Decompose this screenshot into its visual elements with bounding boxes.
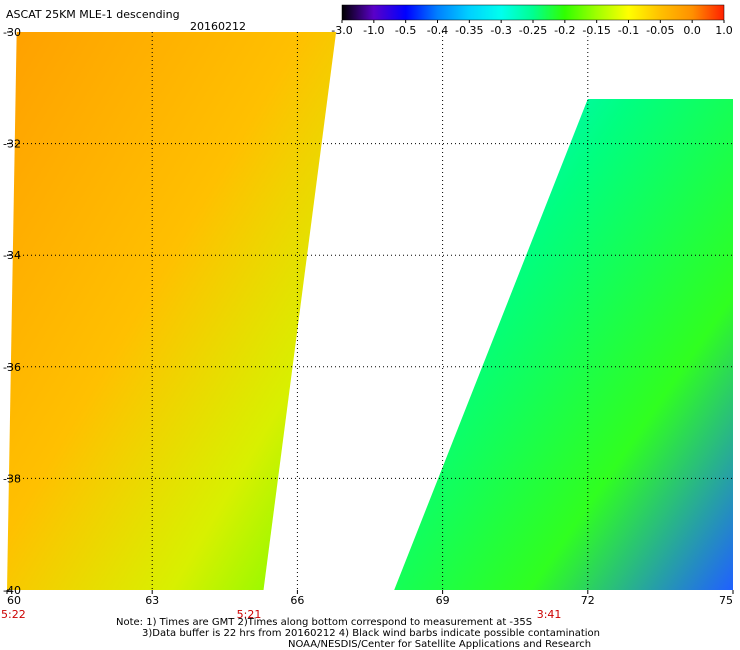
x-tick-label: 60 [7,594,21,607]
colorbar-label: -0.4 [427,24,448,37]
y-tick-label: -38 [3,472,21,485]
colorbar-label: -0.1 [618,24,639,37]
colorbar-label: 1.0 [715,24,733,37]
data-swath [7,32,337,590]
data-swath [394,98,733,591]
x-tick-label: 72 [581,594,595,607]
note-line-1: Note: 1) Times are GMT 2)Times along bot… [116,617,532,628]
x-tick-label: 63 [145,594,159,607]
colorbar-label: -0.05 [646,24,674,37]
y-tick-label: -32 [3,138,21,151]
grid-lines [7,32,733,590]
x-tick-label: 75 [719,594,733,607]
data-swaths [7,32,733,591]
colorbar-label: -0.15 [582,24,610,37]
chart-title: ASCAT 25KM MLE-1 descending [6,8,180,21]
y-tick-label: -30 [3,26,21,39]
time-label: 3:41 [537,608,562,621]
colorbar-label: -1.0 [363,24,384,37]
colorbar-label: -3.0 [331,24,352,37]
colorbar-label: -0.35 [455,24,483,37]
x-tick-label: 66 [290,594,304,607]
colorbar-label: -0.3 [490,24,511,37]
y-tick-label: -40 [3,584,21,597]
colorbar-label: -0.25 [519,24,547,37]
y-tick-label: -34 [3,249,21,262]
time-label: 5:22 [1,608,26,621]
time-label: 5:21 [237,608,262,621]
y-tick-label: -36 [3,361,21,374]
colorbar-strip [341,4,725,21]
colorbar-label: -0.2 [554,24,575,37]
x-tick-label: 69 [436,594,450,607]
note-line-3: NOAA/NESDIS/Center for Satellite Applica… [288,639,591,650]
axis-ticks: 60 63 66 69 72 75 -30 -32 -34 -36 -38 -40 5:22 5:21 3:… [1,26,734,621]
colorbar-label: 0.0 [683,24,701,37]
chart-date: 20160212 [190,20,246,33]
colorbar-label: -0.5 [395,24,416,37]
note-line-2: 3)Data buffer is 22 hrs from 20160212 4)… [142,628,600,639]
colorbar: -3.0 -1.0 -0.5 -0.4 -0.35 -0.3 -0.25 -0.2 -0.15-… [331,4,733,37]
